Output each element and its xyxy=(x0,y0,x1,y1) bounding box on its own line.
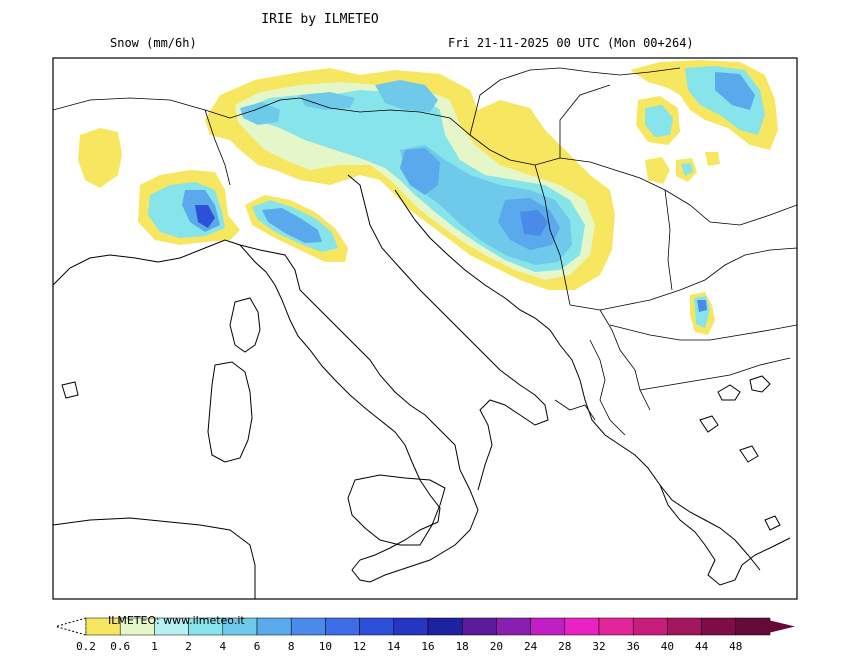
legend-tick-label: 6 xyxy=(253,640,261,653)
legend-tick-label: 18 xyxy=(455,640,469,653)
legend-tick-label: 2 xyxy=(185,640,192,653)
legend-tick-label: 40 xyxy=(660,640,675,653)
legend-swatch xyxy=(427,617,463,636)
snow-field-liguria xyxy=(138,170,348,262)
legend-swatch xyxy=(393,617,429,636)
valid-time-label: Fri 21-11-2025 00 UTC (Mon 00+264) xyxy=(448,36,694,50)
legend-tick-label: 14 xyxy=(387,640,401,653)
legend-tick-labels: 0.2 0.6 1 2 4 6 8 10 12 14 16 18 20 24 28 32 36 40 44 48 xyxy=(0,640,850,654)
legend-swatch xyxy=(564,617,600,636)
legend-tick-label: 32 xyxy=(592,640,606,653)
legend-tick-label: 10 xyxy=(318,640,333,653)
map-frame xyxy=(52,57,798,600)
legend-swatch xyxy=(632,617,668,636)
legend-tick-label: 28 xyxy=(558,640,572,653)
variable-label: Snow (mm/6h) xyxy=(110,36,197,50)
legend-brand: ILMETEO: www.ilmeteo.it xyxy=(108,614,245,627)
legend-tick-label: 8 xyxy=(287,640,295,653)
legend-swatch xyxy=(290,617,326,636)
snow-blue-slovenia xyxy=(400,148,440,195)
legend-swatch xyxy=(530,617,566,636)
snow-yellow-spot3 xyxy=(705,152,720,166)
legend-over-arrow xyxy=(760,618,795,635)
snow-blue-bulgaria xyxy=(697,300,707,312)
snow-cyan-transylvania xyxy=(645,105,673,137)
legend-tick-label: 44 xyxy=(694,640,709,653)
snow-cyan-spot2 xyxy=(681,163,693,176)
legend-tick-label: 20 xyxy=(489,640,504,653)
legend-swatch xyxy=(325,617,360,636)
legend-swatch xyxy=(667,617,702,636)
snow-field-romania xyxy=(630,60,778,335)
legend-tick-label: 48 xyxy=(729,640,743,653)
legend-swatch xyxy=(359,617,395,636)
legend-swatch xyxy=(256,617,292,636)
legend-swatch xyxy=(496,617,531,636)
snow-field-france xyxy=(78,128,122,188)
legend-tick-label: 12 xyxy=(352,640,367,653)
snow-blue-alps-mid xyxy=(300,92,355,110)
legend-swatch xyxy=(701,617,737,636)
snow-blue-alps-east xyxy=(375,80,438,112)
snow-field-alps xyxy=(205,68,615,290)
map-title: IRIE by ILMETEO xyxy=(261,12,379,27)
legend-swatch xyxy=(461,617,497,636)
legend-tick-label: 4 xyxy=(219,640,227,653)
legend-swatch xyxy=(598,617,634,636)
legend-color-scale xyxy=(54,617,795,636)
borders xyxy=(53,67,797,436)
legend-tick-label: 1 xyxy=(151,640,158,653)
snow-yellow-spot1 xyxy=(645,157,670,184)
legend-tick-label: 24 xyxy=(523,640,538,653)
legend-tick-label: 0.2 xyxy=(76,640,96,653)
coastlines xyxy=(53,174,791,599)
legend-under-arrow xyxy=(54,617,87,636)
snow-blue-apennine xyxy=(262,208,322,243)
snow-blue3-balkans xyxy=(520,210,548,236)
legend-tick-label: 0.6 xyxy=(110,640,131,653)
snow-blue-alps-west xyxy=(240,102,280,125)
snow-yellow-massif-central xyxy=(78,128,122,188)
legend-tick-label: 16 xyxy=(421,640,435,653)
legend-tick-label: 36 xyxy=(626,640,640,653)
snow-blue-west-core xyxy=(195,205,215,228)
snow-blue-carpathian xyxy=(715,72,755,110)
